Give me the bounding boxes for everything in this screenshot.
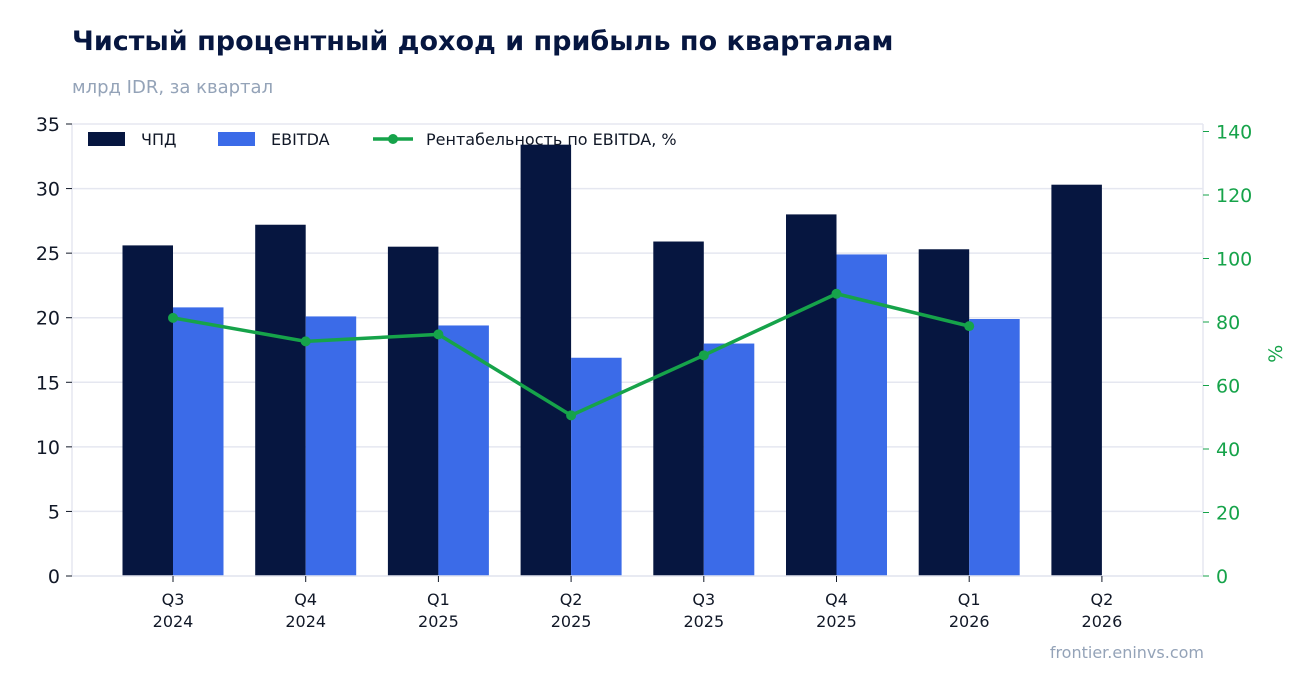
legend: ЧПД EBITDA Рентабельность по EBITDA, % [88,130,677,149]
left-tick-label: 0 [48,566,60,588]
grid-lines [72,123,1203,577]
right-tick-label: 80 [1216,312,1240,334]
right-tick-label: 140 [1216,122,1252,144]
legend-label-ebitda: EBITDA [271,130,330,149]
legend-swatch-ebitda [218,132,255,146]
right-tick-label: 40 [1216,439,1240,461]
margin-point [300,336,311,347]
bar-ebitda [836,254,887,577]
x-tick-label-quarter: Q3 [692,590,715,609]
x-tick-label-year: 2025 [683,612,724,631]
bar-nii [918,249,970,577]
x-tick-label-year: 2025 [418,612,459,631]
x-tick-label-year: 2025 [551,612,592,631]
x-tick-label-year: 2024 [285,612,326,631]
bar-nii [387,246,439,576]
chart-title: Чистый процентный доход и прибыль по ква… [72,26,894,57]
left-tick-label: 10 [36,437,60,459]
right-tick-label: 0 [1216,566,1228,588]
legend-label-margin: Рентабельность по EBITDA, % [426,130,677,149]
right-tick-label: 100 [1216,249,1252,271]
bar-nii [520,144,572,577]
x-tick-label-year: 2026 [1082,612,1123,631]
right-tick-label: 120 [1216,185,1252,207]
legend-marker-margin [388,134,398,144]
margin-point [433,329,444,340]
x-tick-label-year: 2025 [816,612,857,631]
right-tick-label: 60 [1216,376,1240,398]
axes: 05101520253035020406080100120140%Q32024Q… [36,114,1287,631]
margin-point [566,410,577,421]
bar-nii [653,241,704,576]
bar-ebitda [571,357,622,576]
margin-point [831,288,842,299]
source-link[interactable]: frontier.eninvs.com [1049,643,1204,662]
left-tick-label: 20 [36,308,60,330]
margin-point [698,350,709,361]
bar-nii [1051,184,1102,576]
bar-ebitda [305,316,357,576]
x-tick-label-quarter: Q3 [162,590,185,609]
left-tick-label: 35 [36,114,60,136]
right-tick-label: 20 [1216,503,1240,525]
bar-ebitda [969,319,1020,576]
bar-ebitda [703,343,755,576]
x-tick-label-quarter: Q2 [560,590,583,609]
bar-nii [122,245,173,576]
left-tick-label: 5 [48,501,60,523]
legend-label-nii: ЧПД [141,130,177,149]
bar-ebitda [173,307,224,576]
bar-nii [786,214,837,576]
x-tick-label-quarter: Q1 [958,590,981,609]
x-tick-label-quarter: Q1 [427,590,450,609]
x-tick-label-quarter: Q2 [1091,590,1114,609]
right-axis-label: % [1265,345,1287,363]
x-tick-label-year: 2026 [949,612,990,631]
margin-point [964,321,975,332]
bars [122,144,1102,577]
left-tick-label: 30 [36,179,60,201]
bar-nii [255,224,306,576]
bar-ebitda [438,325,489,576]
left-tick-label: 25 [36,243,60,265]
legend-swatch-nii [88,132,125,146]
margin-point [168,312,178,323]
x-tick-label-quarter: Q4 [294,590,317,609]
x-tick-label-quarter: Q4 [825,590,848,609]
margin-line [168,288,975,421]
x-tick-label-year: 2024 [153,612,194,631]
chart-subtitle: млрд IDR, за квартал [72,77,274,98]
left-tick-label: 15 [36,372,60,394]
